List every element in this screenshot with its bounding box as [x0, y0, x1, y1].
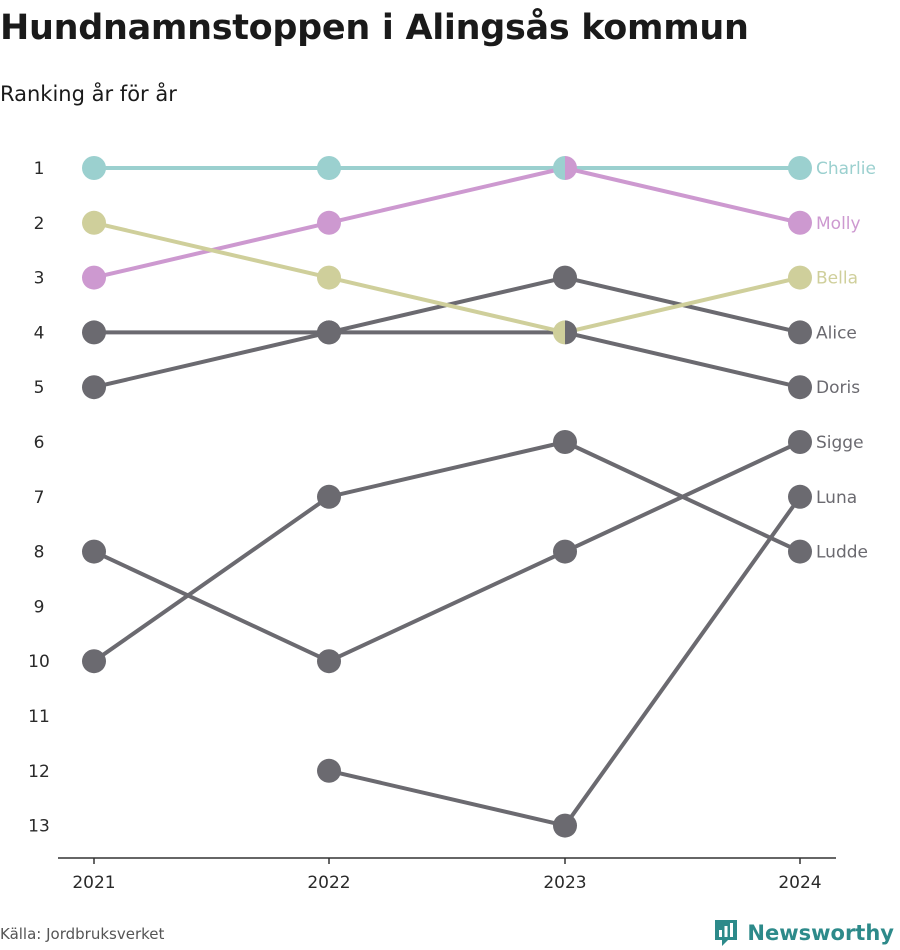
point-ludde-2022: [317, 649, 341, 674]
y-tick-label-12: 12: [28, 762, 50, 782]
series-line-molly: [93, 166, 801, 280]
end-label-bella: Bella: [816, 269, 858, 289]
y-tick-label-3: 3: [34, 269, 45, 289]
point-charlie-2021: [82, 156, 106, 180]
point-bella-2021: [82, 210, 106, 235]
end-label-doris: Doris: [816, 378, 860, 398]
end-label-molly: Molly: [816, 214, 861, 234]
point-sigge-2023: [553, 430, 577, 454]
y-tick-label-4: 4: [34, 323, 45, 343]
x-tick-label-2024: 2024: [778, 873, 821, 893]
bump-chart: 2021 2022 2023 202412345678910111213Charlie…: [28, 156, 876, 893]
point-charlie-2022: [317, 156, 341, 180]
x-tick-label-2023: 2023: [543, 873, 586, 893]
series-line-sigge: [92, 440, 801, 663]
point-sigge-2022: [317, 484, 341, 509]
brand[interactable]: Newsworthy: [713, 918, 894, 948]
newsworthy-logo-icon: [715, 920, 738, 946]
point-alice-2024: [788, 320, 812, 345]
point-doris-2022: [317, 320, 341, 345]
series-line-bella: [93, 220, 801, 335]
source-note: Källa: Jordbruksverket: [0, 925, 165, 943]
brand-name: Newsworthy: [747, 921, 894, 945]
y-tick-label-13: 13: [28, 817, 50, 837]
point-ludde-2024: [788, 430, 812, 454]
point-bella-2023: [553, 320, 565, 345]
point-luna-2023: [553, 813, 577, 838]
y-tick-label-5: 5: [34, 378, 45, 398]
y-tick-label-2: 2: [34, 214, 45, 234]
point-sigge-2024: [788, 539, 812, 564]
point-ludde-2023: [553, 539, 577, 564]
point-ludde-2021: [82, 539, 106, 564]
point-luna-2022: [317, 758, 341, 783]
point-molly-2023: [565, 156, 577, 180]
point-charlie-2023: [553, 156, 565, 180]
chart-title: Hundnamnstoppen i Alingsås kommun: [0, 8, 749, 48]
end-label-ludde: Ludde: [816, 543, 868, 563]
point-molly-2024: [788, 210, 812, 235]
point-molly-2021: [82, 265, 106, 290]
end-label-charlie: Charlie: [816, 159, 876, 179]
point-bella-2022: [317, 265, 341, 290]
point-alice-2021: [82, 375, 106, 400]
point-luna-2024: [788, 484, 812, 509]
y-tick-label-6: 6: [34, 433, 45, 453]
series-line-ludde: [93, 440, 801, 664]
point-charlie-2024: [788, 156, 812, 180]
y-tick-label-1: 1: [34, 159, 45, 179]
point-alice-2023: [553, 265, 577, 290]
point-doris-2023: [565, 320, 577, 345]
y-tick-label-9: 9: [34, 597, 45, 617]
y-tick-label-8: 8: [34, 543, 45, 563]
y-tick-label-11: 11: [28, 707, 50, 727]
end-label-luna: Luna: [816, 488, 857, 508]
point-sigge-2021: [82, 649, 106, 674]
point-bella-2024: [788, 265, 812, 290]
end-label-sigge: Sigge: [816, 433, 864, 453]
y-tick-label-10: 10: [28, 652, 50, 672]
end-label-alice: Alice: [816, 323, 857, 343]
point-doris-2021: [82, 320, 106, 345]
chart-subtitle: Ranking år för år: [0, 82, 177, 106]
series-line-doris: [94, 330, 801, 390]
y-tick-label-7: 7: [34, 488, 45, 508]
point-doris-2024: [788, 375, 812, 400]
x-tick-label-2022: 2022: [307, 873, 350, 893]
x-tick-label-2021: 2021: [72, 873, 115, 893]
point-molly-2022: [317, 210, 341, 235]
